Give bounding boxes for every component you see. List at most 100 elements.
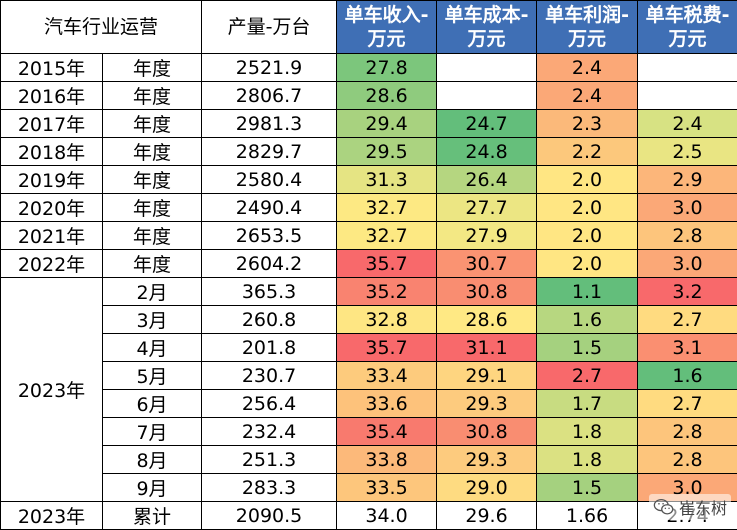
cell-period: 9月 [103,474,202,502]
cell-output: 2981.3 [202,110,337,138]
cell-year: 2018年 [1,138,103,166]
cell-revenue: 35.2 [337,278,437,306]
cell-cost: 28.6 [437,306,537,334]
cell-tax: 2.4 [638,110,737,138]
cell-tax: 2.8 [638,222,737,250]
cell-year: 2023年 [1,278,103,502]
cell-year: 2020年 [1,194,103,222]
cell-period: 年度 [103,166,202,194]
cell-tax: 3.0 [638,194,737,222]
header-revenue: 单车收入-万元 [337,1,437,54]
cell-output: 2521.9 [202,54,337,82]
cell-tax: 2.8 [638,418,737,446]
cell-year: 2022年 [1,250,103,278]
cell-revenue: 28.6 [337,82,437,110]
watermark-text: 崔东树 [679,495,727,519]
header-tax: 单车税费-万元 [638,1,737,54]
cell-period: 年度 [103,138,202,166]
cell-profit: 1.8 [537,446,638,474]
cell-revenue: 35.7 [337,250,437,278]
cell-tax: 2.7 [638,390,737,418]
cell-output: 365.3 [202,278,337,306]
summary-row: 2023年 累计 2090.5 34.0 29.6 1.66 2.74 [1,502,737,530]
cell-profit: 2.2 [537,138,638,166]
cell-profit: 1.7 [537,390,638,418]
cell-cost: 29.0 [437,474,537,502]
cell-cost: 30.8 [437,418,537,446]
cell-year: 2017年 [1,110,103,138]
cell-cost: 29.1 [437,362,537,390]
cell-period: 4月 [103,334,202,362]
cell-period: 3月 [103,306,202,334]
cell-profit: 1.8 [537,418,638,446]
cell-tax: 1.6 [638,362,737,390]
cell-revenue: 35.7 [337,334,437,362]
cell-period: 年度 [103,222,202,250]
cell-profit: 1.1 [537,278,638,306]
cell-period: 年度 [103,250,202,278]
summary-year: 2023年 [1,502,103,530]
cell-year: 2021年 [1,222,103,250]
cell-profit: 2.0 [537,250,638,278]
cell-profit: 2.4 [537,82,638,110]
cell-cost: 29.3 [437,446,537,474]
cell-output: 2806.7 [202,82,337,110]
cell-period: 2月 [103,278,202,306]
cell-output: 2829.7 [202,138,337,166]
header-row: 汽车行业运营 产量-万台 单车收入-万元 单车成本-万元 单车利润-万元 单车税… [1,1,737,54]
cell-profit: 1.5 [537,474,638,502]
cell-output: 2653.5 [202,222,337,250]
cell-revenue: 31.3 [337,166,437,194]
cell-revenue: 33.6 [337,390,437,418]
cell-profit: 2.7 [537,362,638,390]
cell-output: 251.3 [202,446,337,474]
cell-cost: 31.1 [437,334,537,362]
cell-period: 年度 [103,110,202,138]
cell-profit: 1.5 [537,334,638,362]
cell-output: 2604.2 [202,250,337,278]
cell-period: 6月 [103,390,202,418]
cell-output: 2580.4 [202,166,337,194]
cell-period: 5月 [103,362,202,390]
cell-revenue: 29.4 [337,110,437,138]
cell-profit: 2.3 [537,110,638,138]
cell-output: 230.7 [202,362,337,390]
cell-period: 年度 [103,54,202,82]
cell-profit: 2.0 [537,166,638,194]
cell-cost: 30.8 [437,278,537,306]
cell-revenue: 33.8 [337,446,437,474]
cell-cost: 29.3 [437,390,537,418]
cell-tax: 2.5 [638,138,737,166]
cell-year: 2015年 [1,54,103,82]
cell-output: 201.8 [202,334,337,362]
cell-cost: 26.4 [437,166,537,194]
summary-output: 2090.5 [202,502,337,530]
cell-period: 年度 [103,194,202,222]
cell-period: 7月 [103,418,202,446]
cell-profit: 1.6 [537,306,638,334]
summary-revenue: 34.0 [337,502,437,530]
cell-year: 2019年 [1,166,103,194]
cell-profit: 2.0 [537,194,638,222]
cell-revenue: 32.8 [337,306,437,334]
cell-profit: 2.4 [537,54,638,82]
header-output: 产量-万台 [202,1,337,54]
cell-output: 283.3 [202,474,337,502]
cell-tax: 2.8 [638,446,737,474]
summary-profit: 1.66 [537,502,638,530]
summary-period: 累计 [103,502,202,530]
cell-period: 年度 [103,82,202,110]
header-cost: 单车成本-万元 [437,1,537,54]
